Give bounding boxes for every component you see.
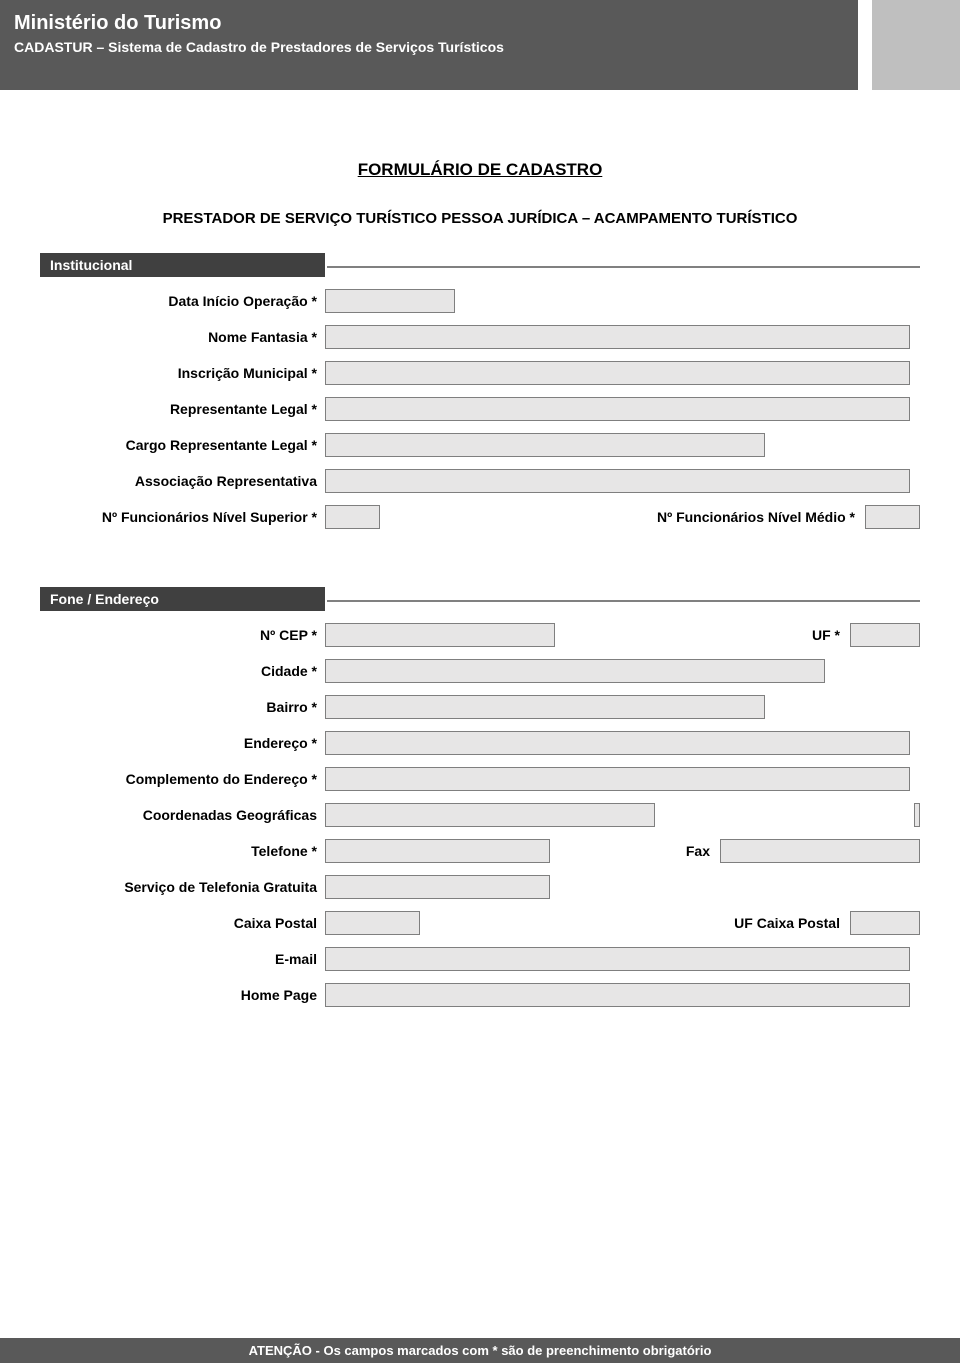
section-tag-institucional: Institucional xyxy=(40,253,325,277)
label-nome-fantasia: Nome Fantasia * xyxy=(40,329,325,345)
section-institucional: Institucional xyxy=(40,253,920,277)
label-complemento: Complemento do Endereço * xyxy=(40,771,325,787)
label-fax: Fax xyxy=(676,843,720,859)
label-cidade: Cidade * xyxy=(40,663,325,679)
row-cargo-rep: Cargo Representante Legal * xyxy=(40,431,920,459)
label-caixa-postal: Caixa Postal xyxy=(40,915,325,931)
label-coord: Coordenadas Geográficas xyxy=(40,807,325,823)
row-rep-legal: Representante Legal * xyxy=(40,395,920,423)
header-main: Ministério do Turismo CADASTUR – Sistema… xyxy=(0,0,858,90)
input-coord-2[interactable] xyxy=(914,803,920,827)
label-homepage: Home Page xyxy=(40,987,325,1003)
row-caixa-postal: Caixa Postal UF Caixa Postal xyxy=(40,909,920,937)
row-tel-gratuita: Serviço de Telefonia Gratuita xyxy=(40,873,920,901)
header-subtitle: CADASTUR – Sistema de Cadastro de Presta… xyxy=(14,39,844,55)
input-nome-fantasia[interactable] xyxy=(325,325,910,349)
page-footer: ATENÇÃO - Os campos marcados com * são d… xyxy=(0,1338,960,1363)
input-cidade[interactable] xyxy=(325,659,825,683)
label-endereco: Endereço * xyxy=(40,735,325,751)
section-line xyxy=(327,597,920,602)
label-telefone: Telefone * xyxy=(40,843,325,859)
label-tel-gratuita: Serviço de Telefonia Gratuita xyxy=(40,879,325,895)
label-func-sup: Nº Funcionários Nível Superior * xyxy=(40,509,325,525)
footer-text: ATENÇÃO - Os campos marcados com * são d… xyxy=(249,1343,712,1358)
section-fone-endereco: Fone / Endereço xyxy=(40,587,920,611)
input-data-inicio[interactable] xyxy=(325,289,455,313)
input-inscricao[interactable] xyxy=(325,361,910,385)
row-complemento: Complemento do Endereço * xyxy=(40,765,920,793)
row-inscricao: Inscrição Municipal * xyxy=(40,359,920,387)
input-fax[interactable] xyxy=(720,839,920,863)
row-coord: Coordenadas Geográficas xyxy=(40,801,920,829)
header-side-block xyxy=(872,0,960,90)
input-tel-gratuita[interactable] xyxy=(325,875,550,899)
input-caixa-postal[interactable] xyxy=(325,911,420,935)
label-data-inicio: Data Início Operação * xyxy=(40,293,325,309)
label-bairro: Bairro * xyxy=(40,699,325,715)
content-area: FORMULÁRIO DE CADASTRO PRESTADOR DE SERV… xyxy=(0,90,960,1009)
input-cep[interactable] xyxy=(325,623,555,647)
section-tag-fone: Fone / Endereço xyxy=(40,587,325,611)
row-cep: Nº CEP * UF * xyxy=(40,621,920,649)
form-title: FORMULÁRIO DE CADASTRO xyxy=(40,160,920,180)
row-telefone: Telefone * Fax xyxy=(40,837,920,865)
input-homepage[interactable] xyxy=(325,983,910,1007)
label-cep: Nº CEP * xyxy=(40,627,325,643)
input-coord-1[interactable] xyxy=(325,803,655,827)
input-rep-legal[interactable] xyxy=(325,397,910,421)
row-homepage: Home Page xyxy=(40,981,920,1009)
row-bairro: Bairro * xyxy=(40,693,920,721)
label-cargo-rep: Cargo Representante Legal * xyxy=(40,437,325,453)
input-endereco[interactable] xyxy=(325,731,910,755)
label-email: E-mail xyxy=(40,951,325,967)
header-title: Ministério do Turismo xyxy=(14,12,844,35)
input-uf[interactable] xyxy=(850,623,920,647)
header-gap xyxy=(858,0,872,90)
input-complemento[interactable] xyxy=(325,767,910,791)
input-email[interactable] xyxy=(325,947,910,971)
page-header: Ministério do Turismo CADASTUR – Sistema… xyxy=(0,0,960,90)
label-func-med: Nº Funcionários Nível Médio * xyxy=(647,509,865,525)
input-func-med[interactable] xyxy=(865,505,920,529)
row-funcionarios: Nº Funcionários Nível Superior * Nº Func… xyxy=(40,503,920,531)
input-bairro[interactable] xyxy=(325,695,765,719)
input-cargo-rep[interactable] xyxy=(325,433,765,457)
form-subtitle: PRESTADOR DE SERVIÇO TURÍSTICO PESSOA JU… xyxy=(40,210,920,227)
label-rep-legal: Representante Legal * xyxy=(40,401,325,417)
row-data-inicio: Data Início Operação * xyxy=(40,287,920,315)
input-func-sup[interactable] xyxy=(325,505,380,529)
label-uf-caixa: UF Caixa Postal xyxy=(724,915,850,931)
input-uf-caixa[interactable] xyxy=(850,911,920,935)
label-assoc-rep: Associação Representativa xyxy=(40,473,325,489)
section-line xyxy=(327,263,920,268)
input-assoc-rep[interactable] xyxy=(325,469,910,493)
row-endereco: Endereço * xyxy=(40,729,920,757)
input-telefone[interactable] xyxy=(325,839,550,863)
label-inscricao: Inscrição Municipal * xyxy=(40,365,325,381)
row-cidade: Cidade * xyxy=(40,657,920,685)
row-nome-fantasia: Nome Fantasia * xyxy=(40,323,920,351)
row-assoc-rep: Associação Representativa xyxy=(40,467,920,495)
label-uf: UF * xyxy=(802,627,850,643)
row-email: E-mail xyxy=(40,945,920,973)
